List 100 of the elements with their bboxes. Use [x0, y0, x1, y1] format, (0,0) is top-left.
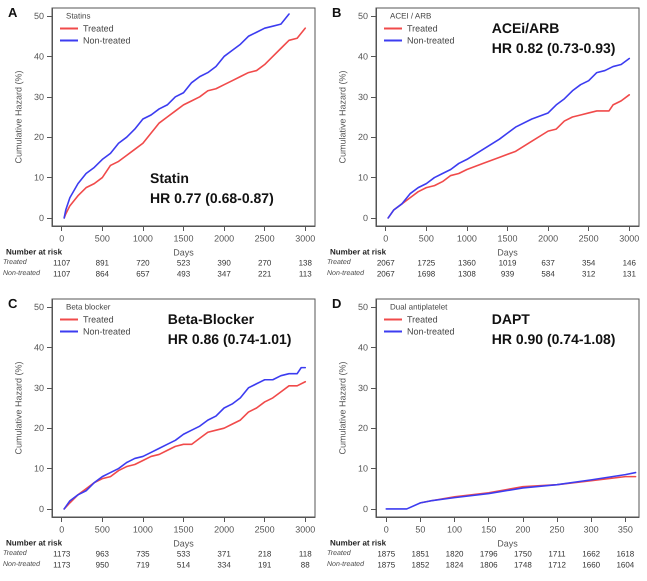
y-tick-label: 20 [358, 132, 368, 142]
text: 963 [96, 550, 110, 558]
text: 1725 [417, 258, 436, 268]
text: 1618 [616, 550, 635, 558]
x-tick-label: 2500 [578, 234, 599, 244]
x-tick-label: 1500 [173, 234, 194, 244]
text: 1875 [377, 560, 396, 570]
annotation: HR 0.86 (0.74-1.01) [168, 331, 292, 347]
text: 113 [298, 270, 312, 278]
x-tick-label: 150 [481, 524, 496, 534]
text: 735 [136, 550, 150, 558]
text: 584 [541, 270, 556, 278]
text: 493 [176, 270, 191, 278]
y-tick-label: 40 [358, 342, 368, 352]
text: 514 [176, 560, 191, 570]
text: Number at risk [330, 248, 387, 256]
legend-label: Non-treated [407, 36, 455, 46]
annotation: HR 0.77 (0.68-0.87) [150, 190, 274, 206]
legend-label: Non-treated [83, 326, 131, 336]
line-series [385, 472, 636, 510]
y-tick-label: 0 [38, 504, 44, 514]
text: B [332, 5, 342, 20]
y-tick-label: 10 [358, 172, 368, 183]
x-tick-label: 500 [94, 524, 110, 534]
text: 1107 [53, 270, 71, 278]
text: 719 [136, 560, 150, 570]
y-axis-title: Cumulative Hazard (%) [338, 70, 348, 164]
x-tick-label: 0 [59, 524, 64, 534]
text: 1796 [480, 550, 498, 558]
legend-label: Treated [407, 24, 438, 34]
text: 1604 [616, 560, 635, 570]
x-axis-title: Days [173, 538, 194, 548]
x-tick-label: 1000 [132, 524, 153, 534]
y-tick-label: 50 [34, 302, 44, 312]
text: 1806 [480, 560, 498, 570]
x-tick-label: 2500 [254, 524, 275, 534]
x-axis-title: Days [173, 247, 194, 258]
y-tick-label: 10 [34, 172, 44, 183]
legend-label: Treated [407, 314, 438, 324]
annotation: HR 0.90 (0.74-1.08) [492, 331, 616, 347]
x-tick-label: 2500 [254, 234, 275, 244]
text: Number at risk [330, 538, 387, 548]
text: A [8, 5, 18, 20]
text: 1750 [514, 550, 532, 558]
y-tick-label: 20 [358, 423, 368, 434]
y-tick-label: 50 [358, 11, 368, 22]
text: 354 [582, 258, 596, 268]
x-tick-label: 250 [550, 524, 565, 534]
text: 2067 [376, 258, 396, 268]
text: 1662 [582, 550, 601, 558]
text: 1019 [498, 258, 517, 268]
annotation: Statin [150, 170, 189, 186]
x-tick-label: 1500 [173, 524, 194, 534]
text: 891 [96, 258, 110, 268]
x-tick-label: 1000 [456, 234, 477, 244]
text: 221 [258, 270, 272, 278]
legend-title: Dual antiplatelet [390, 302, 448, 312]
y-tick-label: 40 [358, 51, 368, 62]
text: 1711 [548, 550, 566, 558]
text: 1875 [377, 550, 396, 558]
text: Number at risk [6, 248, 63, 256]
text: 131 [622, 270, 636, 278]
y-axis-title: Cumulative Hazard (%) [14, 361, 24, 455]
x-tick-label: 2000 [538, 234, 558, 244]
legend-title: Beta blocker [66, 302, 111, 312]
y-tick-label: 40 [34, 342, 44, 352]
text: 218 [258, 550, 272, 558]
x-tick-label: 0 [383, 234, 388, 244]
y-tick-label: 0 [362, 212, 368, 223]
annotation: Beta-Blocker [168, 311, 255, 327]
y-tick-label: 20 [34, 132, 44, 142]
x-tick-label: 500 [94, 234, 110, 244]
x-tick-label: 500 [418, 234, 434, 244]
y-tick-label: 20 [34, 423, 44, 434]
text: 334 [217, 560, 232, 570]
y-tick-label: 10 [34, 464, 44, 474]
text: 390 [217, 258, 232, 268]
x-tick-label: 1000 [132, 234, 153, 244]
x-tick-label: 200 [515, 524, 530, 534]
y-axis-title: Cumulative Hazard (%) [14, 70, 24, 164]
legend-label: Non-treated [407, 326, 455, 336]
x-tick-label: 3000 [295, 524, 316, 534]
legend-label: Treated [83, 314, 114, 324]
text: 88 [300, 560, 310, 570]
text: 1698 [417, 270, 436, 278]
text: 312 [582, 270, 596, 278]
text: 1308 [458, 270, 476, 278]
text: 637 [541, 258, 556, 268]
annotation: DAPT [492, 311, 530, 327]
x-tick-label: 3000 [295, 234, 316, 244]
text: D [332, 296, 342, 311]
y-axis-title: Cumulative Hazard (%) [338, 361, 348, 455]
text: 1851 [412, 550, 430, 558]
text: 191 [258, 560, 272, 570]
legend-title: Statins [66, 12, 90, 20]
text: 720 [136, 258, 150, 268]
text: Number at risk [6, 538, 63, 548]
text: 864 [96, 270, 110, 278]
y-tick-label: 50 [358, 302, 368, 312]
x-tick-label: 2000 [214, 524, 234, 534]
